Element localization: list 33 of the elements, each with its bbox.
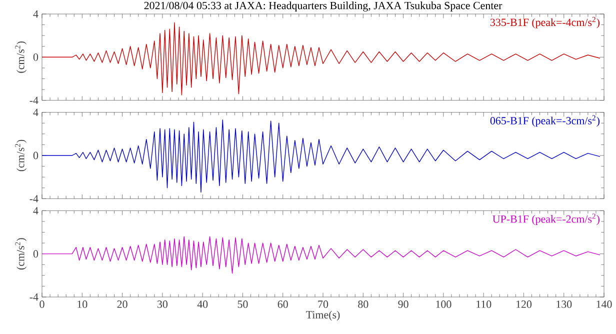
x-tick-label: 10 <box>78 300 88 308</box>
x-tick-label: 120 <box>516 300 532 308</box>
x-tick-label: 130 <box>556 300 572 308</box>
y-axis-title: (cm/s$^{2}$) <box>15 41 27 73</box>
x-tick-label: 80 <box>358 300 368 308</box>
y-axis-title: (cm/s$^{2}$) <box>15 238 27 270</box>
y-tick-label: 0 <box>33 152 38 160</box>
annotation: 335-B1F (peak=-4cm/s$^{2}$) <box>490 16 600 28</box>
annotation: UP-B1F (peak=-2cm/s$^{2}$) <box>492 214 600 225</box>
y-tick-label: 4 <box>33 108 38 116</box>
x-tick-label: 70 <box>318 300 328 308</box>
y-tick-label: -4 <box>30 293 38 301</box>
x-tick-label: 110 <box>476 300 492 308</box>
y-tick-label: 0 <box>33 250 38 258</box>
y-tick-label: 0 <box>33 53 38 61</box>
x-tick-label: 40 <box>197 300 208 308</box>
x-tick-label: 0 <box>40 300 44 308</box>
x-tick-label: 50 <box>238 300 248 308</box>
y-axis-title: (cm/s$^{2}$) <box>15 140 27 172</box>
y-tick-label: 4 <box>33 207 38 214</box>
x-tick-label: 140 <box>596 300 612 308</box>
y-tick-label: -4 <box>30 195 38 202</box>
x-tick-label: 30 <box>157 300 168 308</box>
chart-title: 2021/08/04 05:33 at JAXA: Headquarters Building, JAXA Tsukuba Space Center <box>144 2 502 12</box>
y-tick-label: 4 <box>33 10 38 18</box>
x-axis-title: Time(s) <box>306 310 340 321</box>
x-tick-label: 20 <box>117 300 128 308</box>
y-tick-label: -4 <box>30 96 38 104</box>
annotation: 065-B1F (peak=-3cm/s$^{2}$) <box>490 115 600 127</box>
line-series <box>42 236 600 274</box>
x-tick-label: 60 <box>278 300 288 308</box>
x-tick-label: 100 <box>436 300 452 308</box>
x-tick-label: 90 <box>398 300 408 308</box>
